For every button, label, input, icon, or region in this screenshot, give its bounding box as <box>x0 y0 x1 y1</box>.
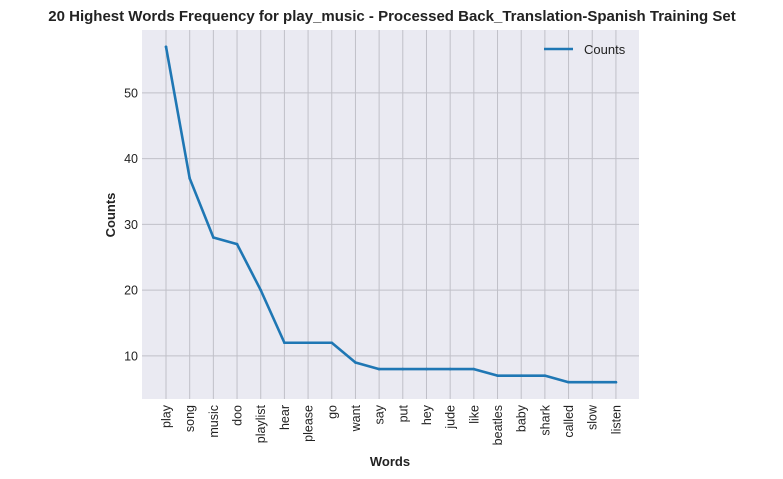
x-tick-label: listen <box>609 405 623 434</box>
x-tick-label: please <box>302 405 316 442</box>
x-tick-label: play <box>160 404 174 428</box>
data-point <box>402 368 405 371</box>
data-point <box>330 341 333 344</box>
x-tick-label: jude <box>444 405 458 430</box>
plot-area <box>142 30 639 399</box>
y-tick-label: 20 <box>124 284 138 298</box>
data-point <box>449 368 452 371</box>
x-tick-label: beatles <box>491 405 505 445</box>
x-tick-label: say <box>373 404 387 424</box>
data-point <box>591 381 594 384</box>
y-tick-label: 40 <box>124 152 138 166</box>
x-axis-label: Words <box>370 454 410 469</box>
x-tick-label: shark <box>538 404 552 435</box>
data-point <box>544 374 547 377</box>
y-tick-label: 50 <box>124 86 138 100</box>
data-point <box>283 341 286 344</box>
y-axis-label: Counts <box>103 193 118 238</box>
data-point <box>307 341 310 344</box>
x-tick-label: baby <box>515 404 529 432</box>
data-point <box>520 374 523 377</box>
y-tick-label: 10 <box>124 349 138 363</box>
y-axis-ticks: 10 20 30 40 50 <box>124 86 138 363</box>
data-point <box>615 381 618 384</box>
x-tick-label: slow <box>586 404 600 430</box>
legend-entry-counts: Counts <box>584 42 626 57</box>
data-point <box>354 361 357 364</box>
x-tick-label: song <box>183 405 197 432</box>
data-point <box>473 368 476 371</box>
x-tick-label: called <box>562 405 576 438</box>
x-tick-label: doo <box>231 405 245 426</box>
data-point <box>236 243 239 246</box>
data-point <box>165 45 168 48</box>
x-tick-label: want <box>349 404 363 432</box>
x-tick-label: music <box>207 405 221 438</box>
data-point <box>378 368 381 371</box>
data-point <box>425 368 428 371</box>
data-point <box>188 177 191 180</box>
chart-title: 20 Highest Words Frequency for play_musi… <box>48 8 735 25</box>
x-tick-label: put <box>396 404 410 422</box>
data-point <box>567 381 570 384</box>
x-axis-ticks: play song music doo playlist hear please go want… <box>160 404 624 445</box>
x-tick-label: like <box>467 405 481 424</box>
x-tick-label: hey <box>420 404 434 425</box>
x-tick-label: go <box>325 405 339 419</box>
data-point <box>496 374 499 377</box>
data-point <box>212 236 215 239</box>
data-point <box>259 289 262 292</box>
x-tick-label: playlist <box>254 404 268 443</box>
x-tick-label: hear <box>278 405 292 430</box>
y-tick-label: 30 <box>124 218 138 232</box>
